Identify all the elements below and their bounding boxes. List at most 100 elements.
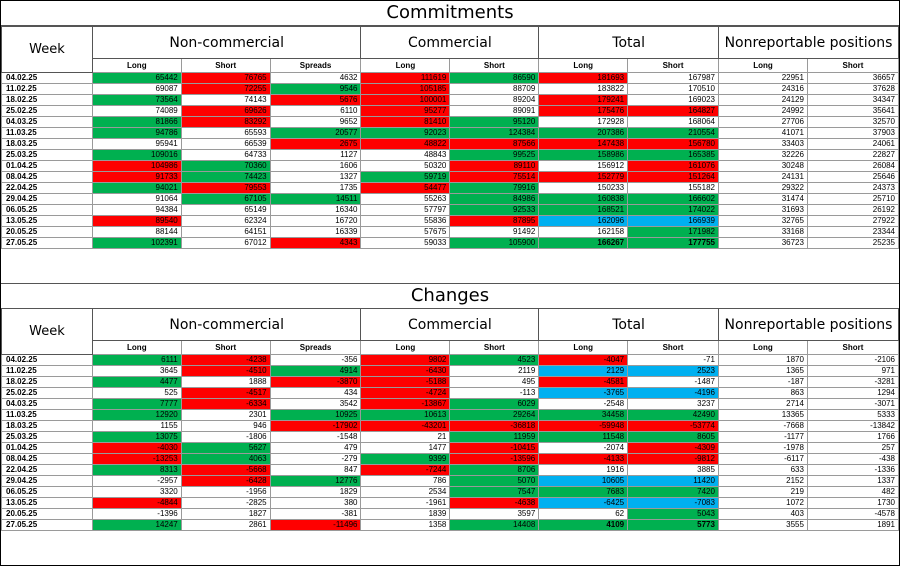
column-header: Short (180, 58, 271, 73)
table-row: 18.02.25 4477 1888 -3870 -5188 495 -4581 -1487-… (1, 376, 900, 388)
table-row: 04.03.25 81866 83292 9652 81410 95120 172928 16… (1, 116, 900, 128)
value-cell: 1829 (269, 486, 362, 498)
value-cell: 22951 (717, 72, 808, 84)
value-cell: -1396 (91, 508, 182, 520)
value-cell: 156912 (538, 160, 629, 172)
value-cell: 1337 (806, 475, 900, 487)
table-row: 01.04.25 -4030 5627 479 1477 -10415 -2074 -4309… (1, 442, 900, 454)
value-cell: 1294 (806, 387, 900, 399)
changes-table: Week Non-commercial Commercial Total Nonrepo… (1, 308, 900, 531)
value-cell: 2152 (717, 475, 808, 487)
column-header: Long (91, 58, 182, 73)
value-cell: 21 (360, 431, 451, 443)
value-cell: -1177 (717, 431, 808, 443)
value-cell: 23344 (806, 226, 900, 238)
table-row: 27.05.25 14247 2861 -11496 1358 14408 4109 5773… (1, 519, 900, 531)
value-cell: 175476 (538, 105, 629, 117)
week-cell: 06.05.25 (1, 204, 93, 216)
value-cell: -71 (627, 354, 719, 366)
value-cell: 91064 (91, 193, 182, 205)
value-cell: 495 (449, 376, 540, 388)
value-cell: -6425 (538, 497, 629, 509)
value-cell: -6430 (360, 365, 451, 377)
value-cell: 54477 (360, 182, 451, 194)
value-cell: 35641 (806, 105, 900, 117)
value-cell: 92023 (360, 127, 451, 139)
value-cell: 171982 (627, 226, 719, 238)
value-cell: 479 (269, 442, 362, 454)
value-cell: 62324 (180, 215, 271, 227)
value-cell: 10925 (269, 409, 362, 421)
value-cell: 160838 (538, 193, 629, 205)
value-cell: -356 (269, 354, 362, 366)
table-row: 22.04.25 94021 79553 1735 54477 79916 150233 15… (1, 182, 900, 194)
value-cell: -2074 (538, 442, 629, 454)
value-cell: -4578 (806, 508, 900, 520)
value-cell: 207386 (538, 127, 629, 139)
value-cell: 633 (717, 464, 808, 476)
value-cell: 8313 (91, 464, 182, 476)
value-cell: 168064 (627, 116, 719, 128)
value-cell: 167987 (627, 72, 719, 84)
value-cell: 174022 (627, 204, 719, 216)
value-cell: 99525 (449, 149, 540, 161)
value-cell: 4343 (269, 237, 362, 249)
week-cell: 25.03.25 (1, 431, 93, 443)
group-header-nonreportable: Nonreportable positions (717, 26, 900, 59)
value-cell: 88144 (91, 226, 182, 238)
value-cell: 210554 (627, 127, 719, 139)
week-cell: 01.04.25 (1, 160, 93, 172)
column-header: Long (360, 340, 451, 355)
value-cell: 971 (806, 365, 900, 377)
column-header: Long (91, 340, 182, 355)
value-cell: 9546 (269, 83, 362, 95)
value-cell: 5676 (269, 94, 362, 106)
value-cell: 14247 (91, 519, 182, 531)
value-cell: 95277 (360, 105, 451, 117)
value-cell: 64151 (180, 226, 271, 238)
value-cell: 26084 (806, 160, 900, 172)
week-cell: 22.04.25 (1, 182, 93, 194)
value-cell: 3320 (91, 486, 182, 498)
value-cell: 13365 (717, 409, 808, 421)
value-cell: -187 (717, 376, 808, 388)
table-row: 29.04.25 -2957 -6428 12776 786 5070 10605 11420… (1, 475, 900, 487)
week-cell: 29.04.25 (1, 193, 93, 205)
group-header-total: Total (538, 26, 719, 59)
table-row: 06.05.25 94384 65149 16340 57797 92533 168521 1… (1, 204, 900, 216)
value-cell: 57675 (360, 226, 451, 238)
value-cell: 1870 (717, 354, 808, 366)
value-cell: 105185 (360, 83, 451, 95)
value-cell: 183822 (538, 83, 629, 95)
value-cell: 6110 (269, 105, 362, 117)
value-cell: 27706 (717, 116, 808, 128)
value-cell: -3071 (806, 398, 900, 410)
column-header: Short (806, 58, 900, 73)
value-cell: 95120 (449, 116, 540, 128)
value-cell: 30248 (717, 160, 808, 172)
week-cell: 27.05.25 (1, 519, 93, 531)
value-cell: -53774 (627, 420, 719, 432)
week-cell: 04.03.25 (1, 398, 93, 410)
column-header: Long (717, 58, 808, 73)
value-cell: 11548 (538, 431, 629, 443)
value-cell: 22827 (806, 149, 900, 161)
table-row: 25.02.25 525 -4517 434 -4724 -113 -3765 -4196 86… (1, 387, 900, 399)
value-cell: -4724 (360, 387, 451, 399)
group-header-non-commercial: Non-commercial (91, 308, 362, 341)
value-cell: 181693 (538, 72, 629, 84)
value-cell: 29322 (717, 182, 808, 194)
value-cell: -4638 (449, 497, 540, 509)
value-cell: 161076 (627, 160, 719, 172)
value-cell: 100001 (360, 94, 451, 106)
value-cell: 1127 (269, 149, 362, 161)
value-cell: -2825 (180, 497, 271, 509)
value-cell: 31474 (717, 193, 808, 205)
week-cell: 18.02.25 (1, 94, 93, 106)
value-cell: -6428 (180, 475, 271, 487)
value-cell: 83292 (180, 116, 271, 128)
value-cell: 164827 (627, 105, 719, 117)
value-cell: 79916 (449, 182, 540, 194)
group-header-commercial: Commercial (360, 26, 540, 59)
value-cell: -11496 (269, 519, 362, 531)
